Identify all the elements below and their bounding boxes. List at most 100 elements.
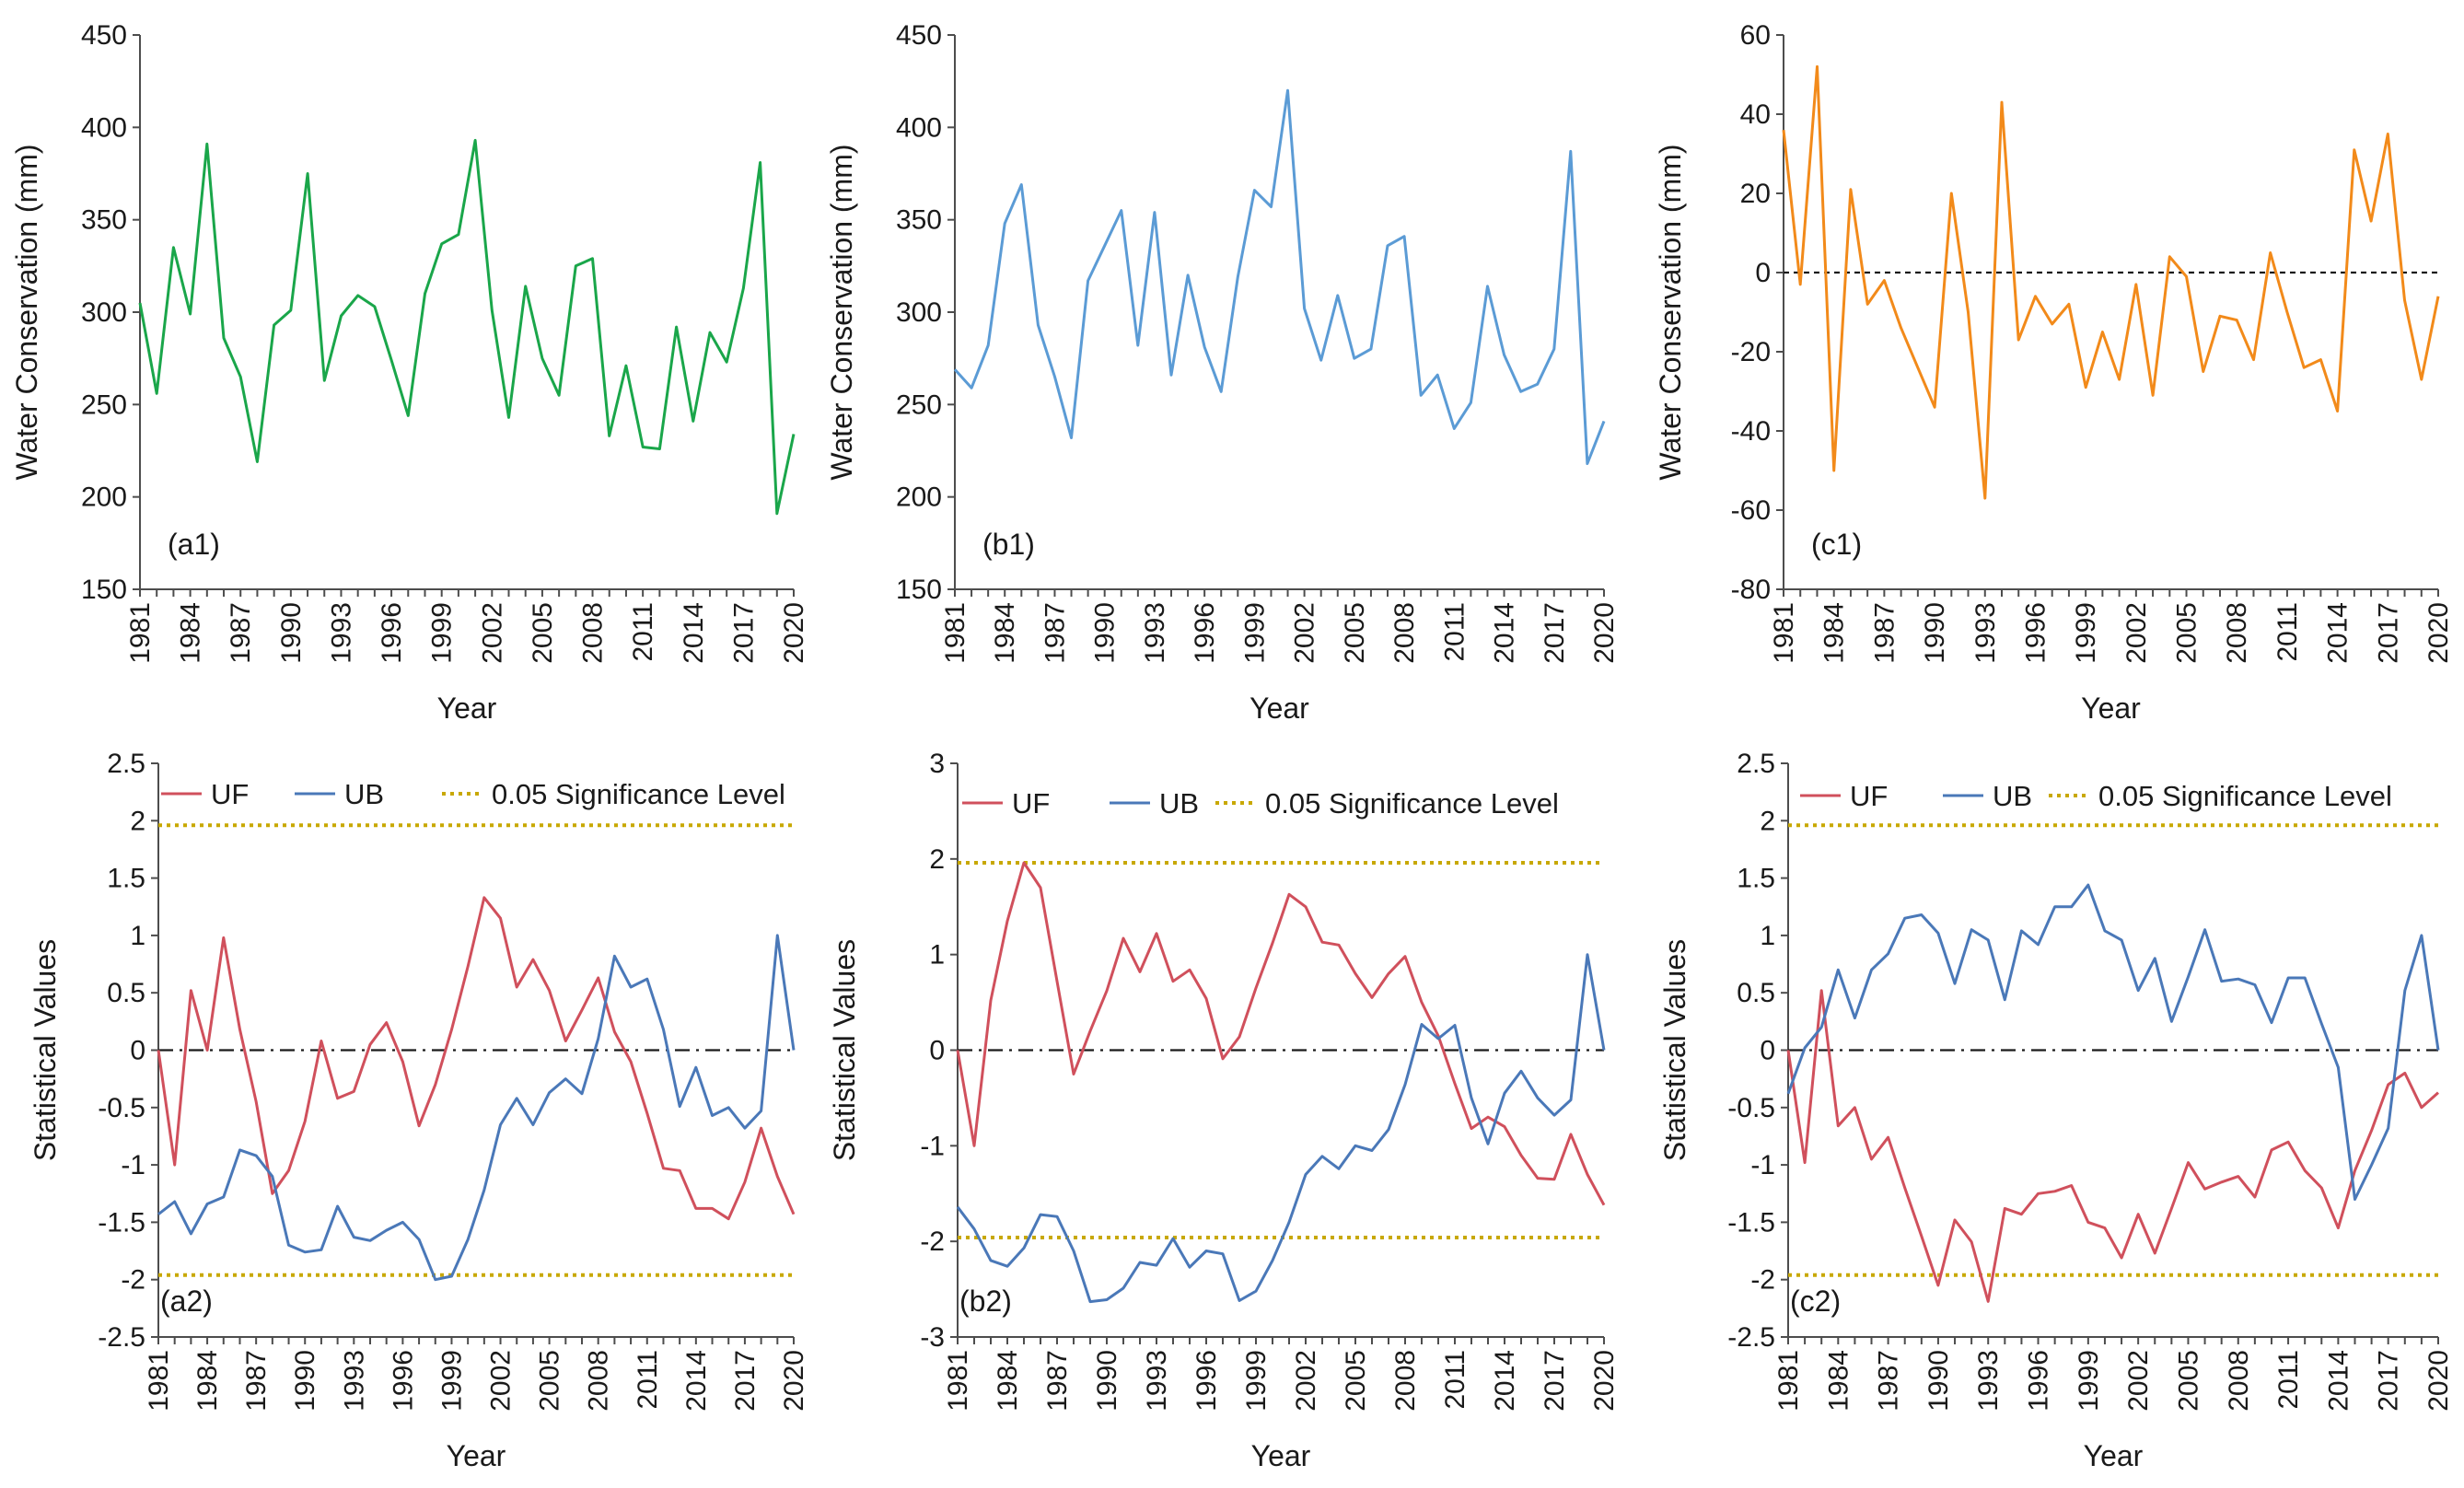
legend-label-uf: UF: [211, 778, 249, 810]
legend-label-sig: 0.05 Significance Level: [2098, 780, 2392, 812]
x-tick-label: 2017: [728, 602, 759, 664]
x-tick-label: 1999: [2071, 602, 2101, 664]
y-tick-label: -1: [920, 1131, 945, 1161]
legend-label-uf: UF: [1850, 780, 1888, 812]
y-tick-label: 200: [81, 482, 127, 513]
y-tick-label: 1: [1760, 921, 1775, 951]
x-tick-label: 2020: [779, 602, 809, 664]
y-tick-label: -1: [121, 1150, 145, 1180]
x-tick-label: 2014: [1490, 602, 1520, 664]
y-tick-label: 0: [130, 1036, 145, 1066]
x-axis-title: Year: [437, 692, 497, 725]
x-tick-label: 1996: [377, 602, 407, 664]
chart-b2: -3 -2 -1 0 1 2 3 1981 1984 1987 1990 1993 1996 1999 20…: [828, 749, 1620, 1472]
y-tick-label: 1.5: [107, 864, 145, 894]
x-tick-label: 1987: [1040, 602, 1070, 664]
x-tick-label: 1981: [943, 1350, 973, 1412]
chart-c2: -2.5 -2 -1.5 -1 -0.5 0 0.5 1 1.5 2 2.5 1981 1984 1987…: [1658, 749, 2454, 1472]
y-tick-label: 150: [896, 575, 942, 605]
y-tick-label: 2.5: [107, 749, 145, 779]
x-tick-label: 1993: [1973, 1350, 2004, 1412]
panel-label: (c1): [1811, 528, 1862, 561]
series-line-uf: [157, 896, 796, 1221]
x-tick-label: 1990: [1092, 1350, 1122, 1412]
x-tick-label: 1981: [144, 1350, 174, 1412]
x-tick-label: 2020: [2423, 602, 2454, 664]
x-tick-label: 2017: [1540, 602, 1570, 664]
x-tick-label: 2011: [2272, 602, 2303, 662]
legend-label-sig: 0.05 Significance Level: [1265, 787, 1559, 820]
series-line-ub: [157, 934, 796, 1282]
legend-label-ub: UB: [1159, 787, 1199, 820]
x-tick-label: 2005: [1340, 602, 1370, 664]
legend: UF UB 0.05 Significance Level: [962, 787, 1559, 820]
legend: UF UB 0.05 Significance Level: [161, 778, 785, 810]
x-tick-label: 1990: [1920, 602, 1950, 664]
y-tick-label: -0.5: [1727, 1093, 1775, 1123]
series-line-water-conservation: [138, 138, 796, 516]
y-tick-label: 0: [929, 1036, 945, 1066]
y-tick-label: -20: [1731, 337, 1771, 367]
x-tick-label: 1984: [1819, 602, 1850, 664]
panel-label: (c2): [1790, 1285, 1841, 1318]
y-tick-label: 300: [896, 297, 942, 328]
x-tick-label: 1999: [436, 1350, 467, 1412]
x-tick-label: 1993: [1142, 1350, 1172, 1412]
x-tick-label: 2020: [1589, 1350, 1620, 1412]
x-tick-label: 2005: [2172, 602, 2202, 664]
y-tick-label: 60: [1740, 20, 1771, 51]
x-tick-label: 2002: [486, 1350, 517, 1412]
y-tick-label: 350: [896, 205, 942, 236]
x-tick-label: 1981: [940, 602, 970, 664]
y-tick-label: 400: [896, 112, 942, 143]
x-tick-label: 1993: [326, 602, 356, 664]
x-tick-label: 2011: [1440, 1350, 1470, 1410]
y-tick-label: -3: [920, 1322, 945, 1353]
y-axis-title: Statistical Values: [828, 939, 861, 1161]
y-tick-label: -80: [1731, 575, 1771, 605]
y-axis-title: Statistical Values: [1658, 939, 1691, 1161]
series-line-water-conservation: [953, 88, 1606, 465]
x-tick-label: 2014: [679, 602, 709, 664]
x-tick-label: 2014: [2323, 602, 2354, 664]
x-tick-label: 1999: [427, 602, 458, 664]
x-tick-label: 2002: [1291, 1350, 1321, 1412]
y-tick-label: 400: [81, 112, 127, 143]
x-tick-label: 1987: [1042, 1350, 1073, 1412]
x-tick-label: 1996: [2024, 1350, 2054, 1412]
x-tick-label: 1993: [1970, 602, 2001, 664]
x-tick-label: 2005: [535, 1350, 565, 1412]
x-tick-label: 2011: [628, 602, 658, 662]
x-tick-label: 1999: [2074, 1350, 2104, 1412]
x-tick-label: 2008: [2224, 1350, 2254, 1412]
y-tick-label: 350: [81, 205, 127, 236]
x-tick-label: 1984: [176, 602, 206, 664]
x-tick-label: 1990: [1924, 1350, 1954, 1412]
y-tick-label: -1: [1750, 1150, 1775, 1180]
series-line-uf: [956, 861, 1606, 1206]
x-tick-label: 2011: [1439, 602, 1470, 662]
y-tick-label: 450: [81, 20, 127, 51]
x-tick-label: 2008: [2222, 602, 2252, 664]
x-axis-title: Year: [2081, 692, 2141, 725]
x-tick-label: 1999: [1239, 602, 1270, 664]
x-tick-label: 2005: [2173, 1350, 2203, 1412]
y-tick-label: 1.5: [1737, 864, 1775, 894]
y-tick-label: 2: [130, 806, 145, 836]
x-tick-label: 2002: [1290, 602, 1320, 664]
x-tick-label: 1999: [1241, 1350, 1272, 1412]
x-tick-label: 2017: [2374, 1350, 2404, 1412]
x-tick-label: 2008: [584, 1350, 614, 1412]
panel-label: (b2): [959, 1285, 1012, 1318]
x-tick-label: 1987: [226, 602, 256, 664]
y-tick-label: 0.5: [1737, 978, 1775, 1008]
y-tick-label: 1: [929, 940, 945, 971]
y-tick-label: -2: [1750, 1265, 1775, 1296]
x-axis-title: Year: [1251, 1439, 1311, 1472]
y-tick-label: 40: [1740, 99, 1771, 130]
y-tick-label: -2.5: [98, 1322, 145, 1353]
panel-label: (a2): [160, 1285, 213, 1318]
y-axis-title: Water Conservation (mm): [10, 144, 43, 480]
x-tick-label: 2017: [730, 1350, 761, 1412]
